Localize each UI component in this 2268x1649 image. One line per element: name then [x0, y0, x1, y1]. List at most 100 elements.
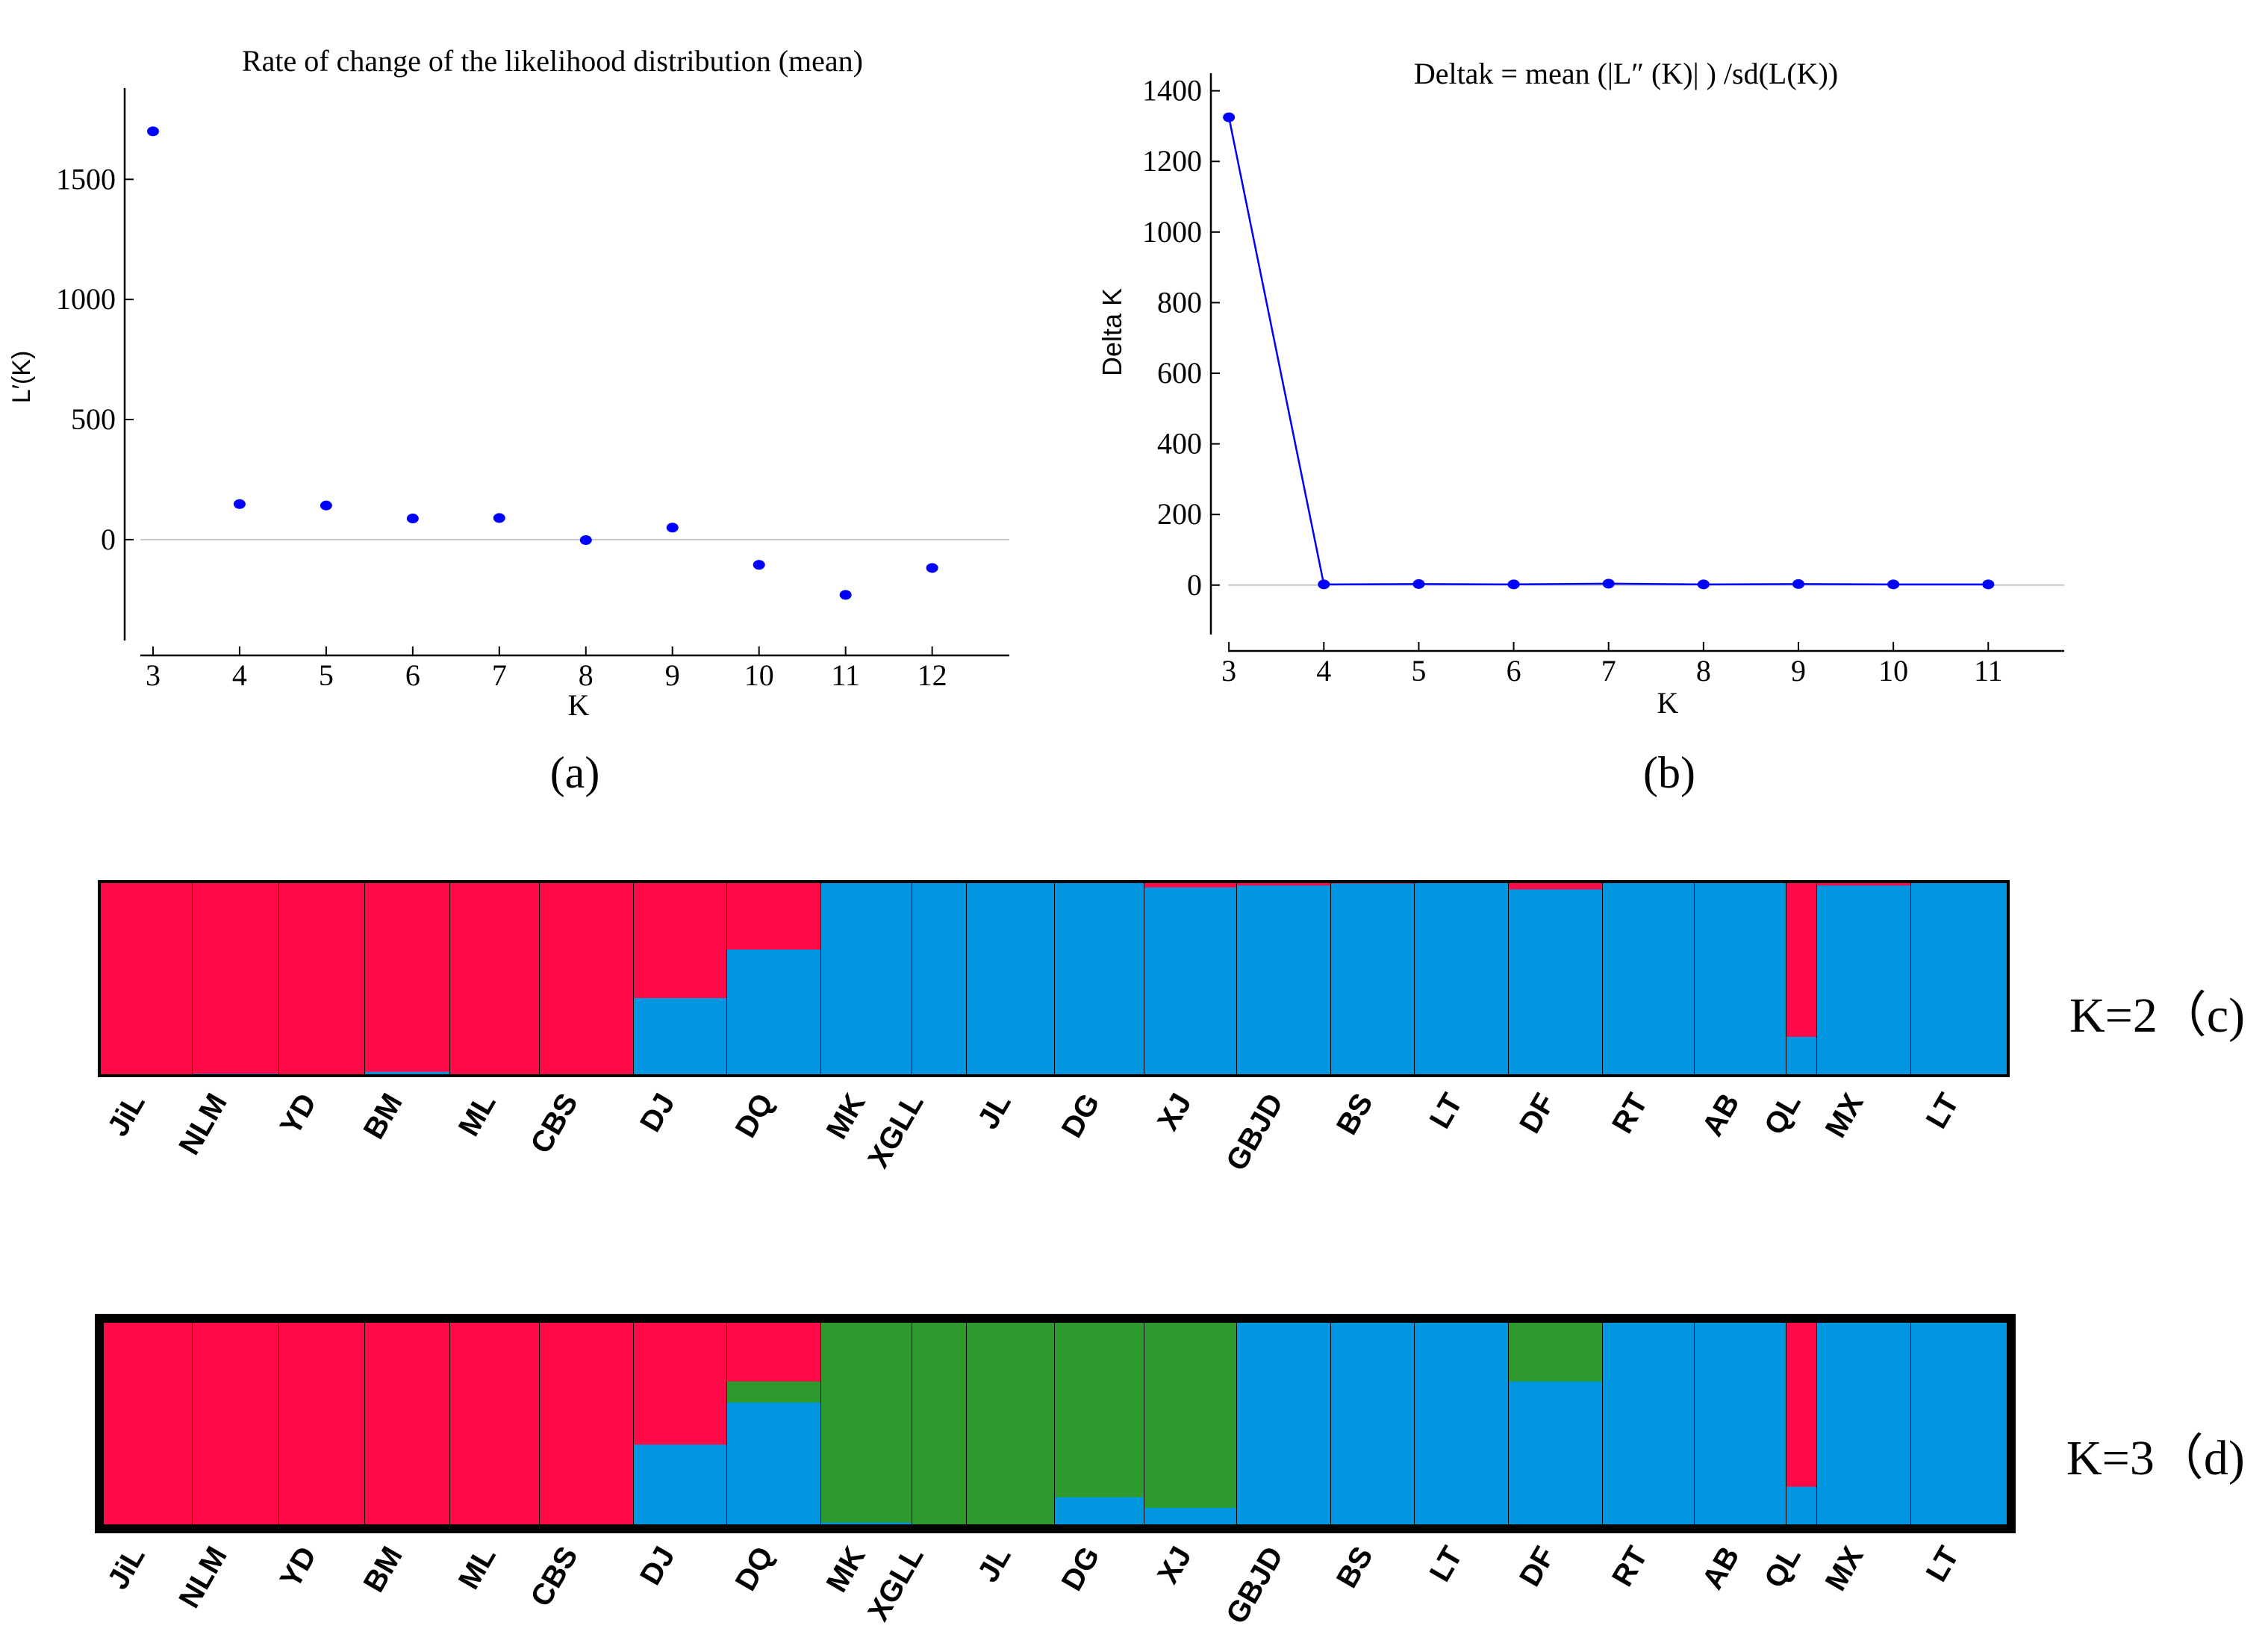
population-label-ml: ML: [452, 1088, 502, 1142]
x-tick-label: 6: [405, 658, 420, 692]
x-tick-label: 9: [665, 658, 680, 692]
bar-ml-red: [450, 882, 540, 1076]
bar-dq-red: [727, 882, 821, 950]
population-label-bs: BS: [1330, 1088, 1380, 1141]
panel-c-label: K=2（c): [2069, 988, 2245, 1043]
bar-ql-blue: [1786, 1037, 1817, 1076]
panel-a-title: Rate of change of the likelihood distrib…: [242, 44, 863, 78]
population-label-rt: RT: [1606, 1088, 1654, 1139]
bar-bs-blue: [1331, 1320, 1415, 1530]
bar-dq-green: [727, 1381, 821, 1403]
population-label-dg: DG: [1056, 1088, 1106, 1144]
population-label-jil: JiL: [102, 1088, 152, 1142]
data-point-k3: [1223, 112, 1236, 122]
data-point-k6: [406, 514, 419, 524]
population-label-cbs: CBS: [524, 1088, 584, 1159]
x-tick-label: 8: [1696, 654, 1711, 688]
x-tick-label: 11: [831, 658, 860, 692]
bar-ql-red: [1786, 1318, 1817, 1488]
data-point-k11: [1982, 579, 1995, 590]
population-label-lt: LT: [1424, 1088, 1469, 1135]
population-label-dj: DJ: [634, 1088, 682, 1138]
bar-gbjd-red: [1237, 882, 1331, 886]
bar-xj-green: [1144, 1322, 1237, 1509]
population-label-ql: QL: [1758, 1088, 1807, 1141]
data-point-k3: [146, 126, 159, 137]
bar-rt-blue: [1603, 882, 1695, 1076]
y-tick-label: 500: [71, 402, 116, 436]
panel-a-likelihood-rate: Rate of change of the likelihood distrib…: [7, 44, 1009, 797]
bar-ql-blue: [1786, 1486, 1817, 1530]
bar-dj-blue: [634, 998, 727, 1076]
data-point-k8: [579, 535, 592, 546]
population-label-lt: LT: [1424, 1542, 1469, 1588]
population-label-dq: DQ: [729, 1542, 780, 1597]
x-tick-label: 11: [1974, 654, 2003, 688]
panel-b-label: (b): [1643, 748, 1695, 797]
data-point-k5: [1412, 579, 1425, 589]
panel-b-title: Deltak = mean (|L″ (K)| ) /sd(L(K)): [1414, 57, 1838, 90]
bar-lt-blue: [1415, 1318, 1509, 1530]
x-tick-label: 9: [1791, 654, 1806, 688]
bar-lt-blue: [1911, 882, 2008, 1076]
population-label-lt: LT: [1920, 1088, 1966, 1135]
x-tick-label: 3: [1221, 654, 1236, 688]
y-tick-label: 1200: [1142, 144, 1202, 178]
y-tick-label: 1000: [1142, 215, 1202, 249]
x-tick-label: 5: [1411, 654, 1426, 688]
bar-dj-red: [634, 882, 727, 999]
bar-jl-blue: [967, 882, 1055, 1076]
bar-mx-blue: [1817, 885, 1911, 1076]
x-tick-label: 10: [744, 658, 774, 692]
data-point-k7: [493, 513, 505, 523]
population-label-bm: BM: [358, 1088, 409, 1145]
bar-xgll-blue: [912, 882, 967, 1076]
population-label-df: DF: [1513, 1542, 1562, 1592]
population-label-jl: JL: [971, 1542, 1017, 1588]
bar-jil-red: [99, 882, 193, 1076]
population-label-jl: JL: [971, 1088, 1017, 1135]
population-label-yd: YD: [274, 1542, 323, 1594]
y-tick-label: 1500: [56, 162, 116, 196]
panel-b-y-axis-label: Delta K: [1097, 288, 1127, 376]
population-label-dg: DG: [1056, 1542, 1106, 1597]
bar-cbs-red: [540, 1318, 634, 1530]
bar-gbjd-blue: [1237, 1322, 1331, 1530]
population-label-nlm: NLM: [172, 1088, 233, 1161]
bar-jl-green: [967, 1318, 1055, 1530]
bar-ab-blue: [1695, 882, 1786, 1076]
bar-jil-red: [99, 1318, 193, 1530]
population-label-gbjd: GBJD: [1220, 1088, 1290, 1176]
x-tick-label: 5: [319, 658, 334, 692]
population-label-cbs: CBS: [524, 1542, 584, 1612]
delta-k-line: [1227, 116, 1989, 586]
population-label-ql: QL: [1758, 1542, 1807, 1594]
bar-dq-blue: [727, 1402, 821, 1530]
population-label-ml: ML: [452, 1542, 502, 1595]
data-point-k12: [926, 563, 938, 573]
bar-nlm-red: [193, 882, 279, 1074]
bar-dj-red: [634, 1318, 727, 1445]
bar-bm-red: [365, 1318, 450, 1525]
panel-c-frame: [98, 880, 2010, 1077]
y-tick-label: 0: [101, 523, 116, 556]
y-tick-label: 200: [1157, 497, 1202, 531]
y-tick-label: 400: [1157, 427, 1202, 461]
bar-df-blue: [1509, 889, 1603, 1076]
data-point-k8: [1697, 579, 1710, 590]
bar-bm-red: [365, 882, 450, 1073]
population-label-xj: XJ: [1151, 1542, 1198, 1589]
data-point-k4: [233, 499, 246, 509]
x-tick-label: 6: [1507, 654, 1521, 688]
bar-bs-blue: [1331, 883, 1415, 1076]
population-label-dj: DJ: [634, 1542, 682, 1591]
bar-xj-red: [1144, 882, 1237, 888]
bar-rt-blue: [1603, 1318, 1695, 1530]
bar-mx-blue: [1817, 1322, 1911, 1530]
population-label-xgll: XGLL: [862, 1088, 929, 1173]
bar-yd-red: [279, 1318, 365, 1530]
bar-ql-red: [1786, 882, 1817, 1038]
bar-df-red: [1509, 882, 1603, 890]
bar-dq-blue: [727, 950, 821, 1076]
